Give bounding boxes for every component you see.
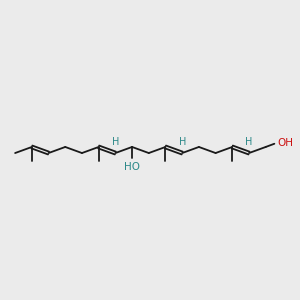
Text: H: H	[245, 137, 253, 147]
Text: H: H	[178, 137, 186, 147]
Text: H: H	[112, 137, 119, 147]
Text: OH: OH	[278, 137, 294, 148]
Text: HO: HO	[124, 162, 140, 172]
